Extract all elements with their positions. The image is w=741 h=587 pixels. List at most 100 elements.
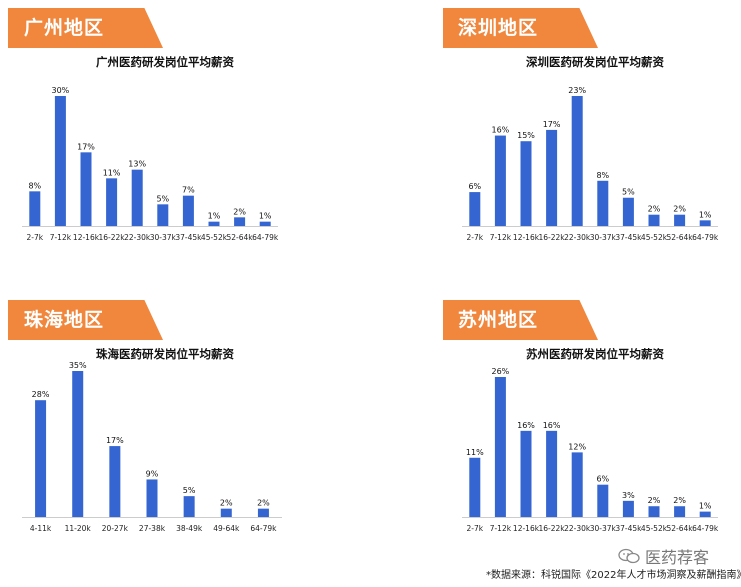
watermark: 医药荐客 xyxy=(618,544,709,568)
chart-title: 苏州医药研发岗位平均薪资 xyxy=(526,347,664,361)
data-label: 2% xyxy=(257,499,270,508)
data-label: 28% xyxy=(32,390,50,399)
bar xyxy=(546,129,558,226)
category-label: 64-79k xyxy=(692,524,719,533)
category-label: 7-12k xyxy=(50,233,72,242)
source-note: *数据来源：科锐国际《2022年人才市场洞察及薪酬指南》 xyxy=(486,570,741,581)
data-label: 9% xyxy=(146,469,159,478)
region-tab xyxy=(8,8,163,48)
data-label: 15% xyxy=(517,131,535,140)
bar xyxy=(674,506,686,517)
bar xyxy=(157,204,169,226)
bar xyxy=(109,446,121,517)
category-label: 7-12k xyxy=(490,233,512,242)
data-label: 5% xyxy=(183,486,196,495)
bar xyxy=(54,96,66,226)
bar xyxy=(257,508,269,517)
bar xyxy=(131,169,143,226)
category-label: 38-49k xyxy=(176,524,203,533)
category-label: 22-30k xyxy=(564,233,591,242)
category-label: 30-37k xyxy=(150,233,177,242)
region-tab xyxy=(8,300,163,340)
bar-chart-guangzhou: 8% 2-7k 30% 7-12k 17% 12-16k 11% 16-22k 13% 22-30… xyxy=(22,86,279,242)
category-label: 16-22k xyxy=(99,233,126,242)
panel-shenzhen: 深圳地区 深圳医药研发岗位平均薪资 6% 2-7k 16% 7-12k 15% 12-16… xyxy=(410,0,740,270)
data-label: 13% xyxy=(128,160,146,169)
chart-title: 深圳医药研发岗位平均薪资 xyxy=(526,55,664,69)
data-label: 2% xyxy=(233,207,246,216)
region-title: 珠海地区 xyxy=(24,309,105,331)
category-label: 11-20k xyxy=(65,524,92,533)
category-label: 2-7k xyxy=(467,524,484,533)
wechat-icon xyxy=(618,548,640,564)
bar xyxy=(571,452,583,517)
region-tab xyxy=(443,8,598,48)
category-label: 45-52k xyxy=(641,233,668,242)
category-label: 2-7k xyxy=(467,233,484,242)
category-label: 37-45k xyxy=(175,233,202,242)
chart-title: 广州医药研发岗位平均薪资 xyxy=(96,55,234,69)
category-label: 22-30k xyxy=(564,524,591,533)
data-label: 6% xyxy=(596,475,609,484)
bar xyxy=(494,135,506,226)
data-label: 17% xyxy=(543,120,561,129)
data-label: 2% xyxy=(673,205,686,214)
bar xyxy=(234,217,246,226)
data-label: 26% xyxy=(492,367,510,376)
bar xyxy=(80,152,92,226)
data-label: 7% xyxy=(182,186,195,195)
category-label: 16-22k xyxy=(539,524,566,533)
category-label: 12-16k xyxy=(513,233,540,242)
data-label: 16% xyxy=(492,126,510,135)
category-label: 22-30k xyxy=(124,233,151,242)
category-label: 49-64k xyxy=(213,524,240,533)
chart-title: 珠海医药研发岗位平均薪资 xyxy=(96,347,234,361)
data-label: 16% xyxy=(517,421,535,430)
category-label: 52-64k xyxy=(667,233,694,242)
bar xyxy=(494,377,506,517)
bar xyxy=(622,197,634,226)
bar-chart-zhuhai: 28% 4-11k 35% 11-20k 17% 20-27k 9% 27-38k 5% 38-4… xyxy=(22,361,282,533)
data-label: 11% xyxy=(466,448,484,457)
category-label: 2-7k xyxy=(27,233,44,242)
panel-guangzhou: 广州地区 广州医药研发岗位平均薪资 8% 2-7k 30% 7-12k 17% 12-16… xyxy=(0,0,330,270)
data-label: 16% xyxy=(543,421,561,430)
data-label: 1% xyxy=(699,210,712,219)
category-label: 37-45k xyxy=(615,524,642,533)
data-label: 8% xyxy=(596,171,609,180)
bar-chart-suzhou: 11% 2-7k 26% 7-12k 16% 12-16k 16% 16-22k 12% 22-3… xyxy=(462,367,719,533)
bar xyxy=(220,508,232,517)
data-label: 17% xyxy=(106,436,124,445)
data-label: 1% xyxy=(259,212,272,221)
bar xyxy=(571,96,583,226)
data-label: 2% xyxy=(220,499,233,508)
watermark-text: 医药荐客 xyxy=(645,548,710,567)
bar xyxy=(699,220,711,226)
data-label: 5% xyxy=(622,188,635,197)
bar xyxy=(622,500,634,517)
bar xyxy=(648,214,660,226)
category-label: 20-27k xyxy=(102,524,129,533)
data-label: 35% xyxy=(69,361,87,370)
data-label: 30% xyxy=(52,86,70,95)
category-label: 27-38k xyxy=(139,524,166,533)
category-label: 12-16k xyxy=(513,524,540,533)
category-label: 64-79k xyxy=(692,233,719,242)
bar xyxy=(546,430,558,517)
panel-suzhou: 苏州地区 苏州医药研发岗位平均薪资 11% 2-7k 26% 7-12k 16% 12-1… xyxy=(410,292,740,562)
bar xyxy=(182,195,194,226)
data-label: 1% xyxy=(699,502,712,511)
category-label: 7-12k xyxy=(490,524,512,533)
region-title: 苏州地区 xyxy=(458,309,539,331)
panel-zhuhai: 珠海地区 珠海医药研发岗位平均薪资 28% 4-11k 35% 11-20k 17% 20… xyxy=(0,292,330,562)
bar xyxy=(648,506,660,517)
bar xyxy=(208,221,220,226)
bar xyxy=(183,496,195,517)
category-label: 64-79k xyxy=(250,524,277,533)
data-label: 6% xyxy=(468,182,481,191)
data-label: 2% xyxy=(648,496,661,505)
category-label: 4-11k xyxy=(30,524,52,533)
bar xyxy=(520,141,532,226)
bar xyxy=(674,214,686,226)
region-title: 深圳地区 xyxy=(458,17,539,39)
